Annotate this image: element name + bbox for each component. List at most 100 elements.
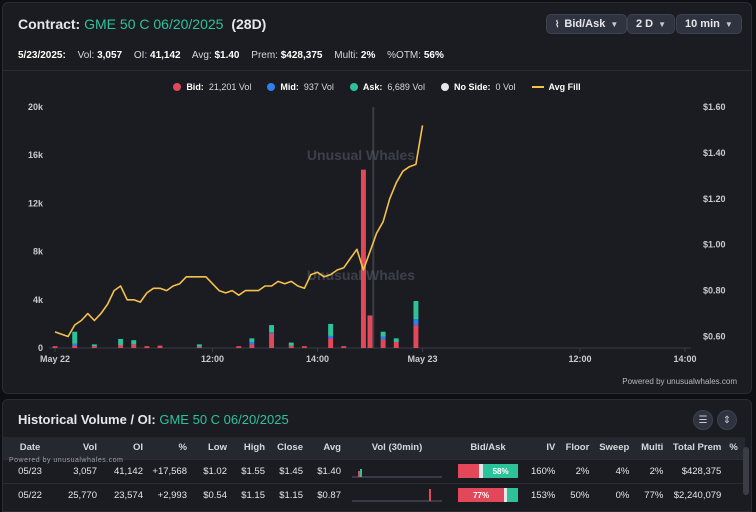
bid-dot-icon [173, 83, 182, 91]
cell-total-prem: $428,375 [667, 458, 726, 483]
bid-bar [413, 325, 419, 348]
stats-prem: $428,375 [280, 50, 323, 61]
mid-bar [413, 319, 419, 326]
stats-otm: 56% [423, 50, 444, 61]
cell-oi: 41,142 [101, 458, 147, 483]
y-right-tick-label: $1.40 [703, 148, 726, 158]
x-tick-label: May 22 [40, 354, 70, 364]
bid-bar [72, 345, 78, 348]
y-left-tick-label: 16k [28, 150, 44, 160]
col-prem-pct[interactable]: % [725, 437, 746, 459]
cell-low: $0.54 [191, 482, 231, 507]
ask-bar [118, 338, 124, 345]
col-bid-ask[interactable]: Bid/Ask [449, 437, 527, 459]
bid-bar [236, 346, 242, 348]
interval-label: 10 min [685, 18, 720, 30]
range-dropdown[interactable]: 2 D ▼ [627, 14, 676, 34]
mid-bar [328, 335, 334, 339]
historical-title-label: Historical Volume / OI: [18, 412, 156, 427]
x-tick-label: 14:00 [673, 354, 696, 364]
watermark-text: Unusual Whales [307, 147, 415, 163]
ask-bar [72, 331, 78, 344]
table-row[interactable]: 05/22 25,770 23,574 +2,993 $0.54 $1.15 $… [3, 482, 746, 507]
legend-bid[interactable]: Bid: 21,201 Vol [173, 82, 251, 92]
cell-bid-ask: 77% [449, 482, 527, 507]
col-close[interactable]: Close [269, 437, 307, 459]
col-vol-30min[interactable]: Vol (30min) [345, 437, 449, 459]
x-tick-label: May 23 [407, 354, 437, 364]
col-high[interactable]: High [231, 437, 269, 459]
col-total-prem[interactable]: Total Prem [667, 437, 726, 459]
divider [3, 70, 751, 71]
no-side-dot-icon [440, 83, 449, 91]
col-iv[interactable]: IV [527, 437, 560, 459]
legend-no-side-value: 0 Vol [495, 82, 516, 92]
powered-by: Powered by unusualwhales.com [622, 377, 737, 386]
bid-bar [367, 315, 373, 348]
y-right-tick-label: $1.20 [703, 194, 726, 204]
bid-ask-bar: 58% [458, 464, 518, 478]
col-sweep[interactable]: Sweep [593, 437, 634, 459]
bid-bar [144, 346, 150, 348]
ask-bar [249, 338, 255, 342]
range-label: 2 D [636, 18, 654, 30]
bid-bar [301, 346, 307, 348]
bid-bar [131, 344, 137, 348]
volume-chart[interactable]: 0 4k 8k 12k 16k 20k $0.60 $0.80 $1.00 $1.20 $1.40 $… [3, 3, 751, 393]
col-low[interactable]: Low [191, 437, 231, 459]
mid-bar [269, 332, 275, 334]
mid-bar [249, 341, 255, 345]
expand-collapse-icon[interactable]: ⇕ [717, 410, 737, 430]
col-vol[interactable]: Vol [57, 437, 101, 459]
y-left-tick-label: 12k [28, 198, 44, 208]
bid-bar [393, 341, 399, 348]
y-right-tick-label: $0.80 [703, 286, 726, 296]
legend-ask[interactable]: Ask: 6,689 Vol [349, 82, 425, 92]
col-floor[interactable]: Floor [559, 437, 594, 459]
cell-close: $1.45 [269, 458, 307, 483]
y-right-tick-label: $0.60 [703, 332, 726, 342]
settings-sliders-icon[interactable]: ☰ [693, 410, 713, 430]
ask-bar [269, 325, 275, 333]
cell-total-prem: $2,240,079 [667, 482, 726, 507]
bid-bar [91, 346, 97, 348]
bid-ask-dropdown[interactable]: ⌇ Bid/Ask ▼ [546, 14, 628, 34]
historical-panel: Historical Volume / OI: GME 50 C 06/20/2… [2, 399, 752, 512]
vertical-scrollbar[interactable] [743, 447, 749, 495]
col-oi-change[interactable]: % [147, 437, 191, 459]
mid-dot-icon [267, 83, 276, 91]
ask-bar [393, 338, 399, 342]
cell-sweep: 4% [593, 458, 634, 483]
multi-label: Multi: [334, 50, 359, 61]
y-right-tick-label: $1.00 [703, 240, 726, 250]
col-oi[interactable]: OI [101, 437, 147, 459]
legend-avg-fill[interactable]: Avg Fill [531, 82, 581, 92]
cell-close: $1.15 [269, 482, 307, 507]
col-avg[interactable]: Avg [307, 437, 345, 459]
legend-ask-name: Ask: [362, 82, 383, 92]
chart-legend: Bid: 21,201 Vol Mid: 937 Vol Ask: 6,689 … [3, 82, 751, 92]
ask-bar [380, 331, 386, 337]
line-icon [531, 86, 544, 88]
cell-avg: $1.40 [307, 458, 345, 483]
y-left-tick-label: 8k [33, 247, 44, 257]
prem-label: Prem: [251, 50, 278, 61]
table-row[interactable]: 05/23 3,057 41,142 +17,568 $1.02 $1.55 $… [3, 458, 746, 483]
sparkline [352, 488, 442, 502]
y-right-tick-label: $1.60 [703, 102, 726, 112]
bid-bar [118, 344, 124, 348]
col-date[interactable]: Date [3, 437, 57, 459]
cell-date: 05/22 [3, 482, 57, 507]
bid-bar [360, 169, 366, 348]
col-multi[interactable]: Multi [633, 437, 668, 459]
ask-dot-icon [349, 83, 358, 91]
legend-no-side[interactable]: No Side: 0 Vol [440, 82, 516, 92]
x-tick-label: 14:00 [306, 354, 329, 364]
legend-mid[interactable]: Mid: 937 Vol [267, 82, 334, 92]
legend-bid-name: Bid: [186, 82, 204, 92]
legend-mid-value: 937 Vol [303, 82, 334, 92]
interval-dropdown[interactable]: 10 min ▼ [676, 14, 742, 34]
y-left-tick-label: 4k [33, 295, 44, 305]
legend-no-side-name: No Side: [453, 82, 491, 92]
cell-high: $1.55 [231, 458, 269, 483]
